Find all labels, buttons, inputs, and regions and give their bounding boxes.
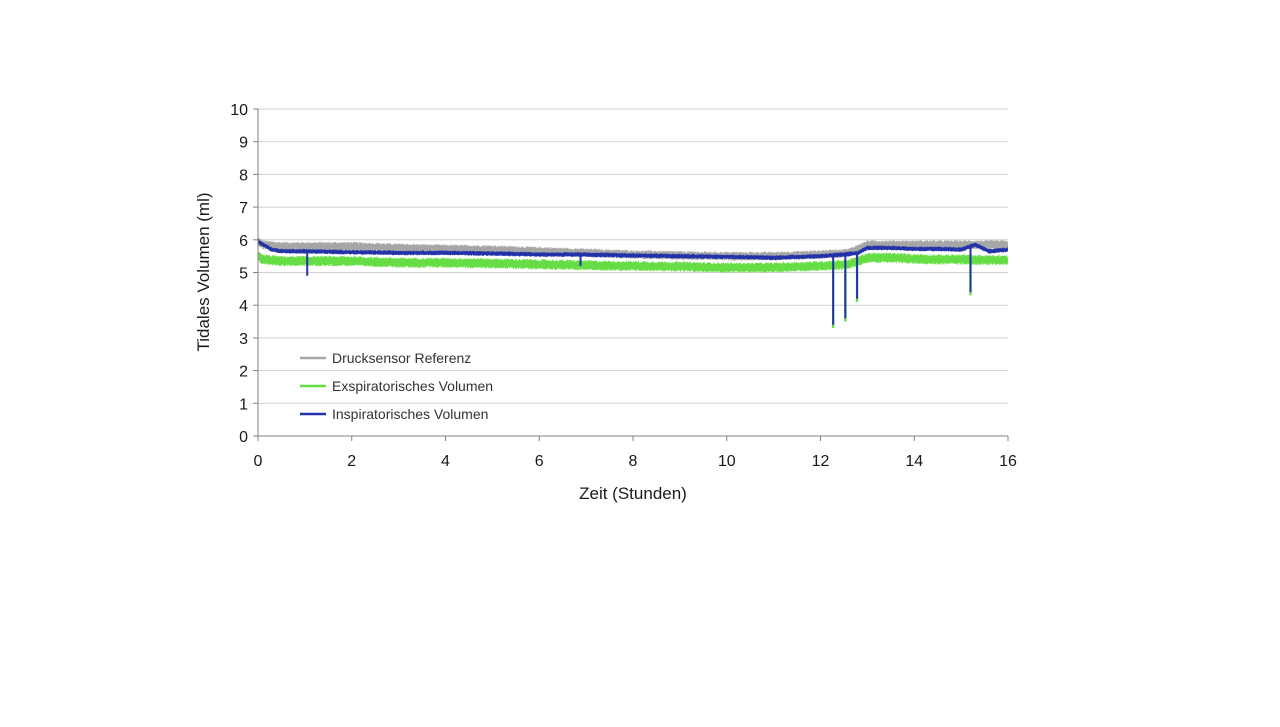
y-tick-label: 2 — [239, 364, 248, 381]
y-tick-label: 6 — [239, 233, 248, 250]
x-tick-label: 14 — [905, 453, 923, 470]
y-tick-label: 9 — [239, 135, 248, 152]
legend-item: Exspiratorisches Volumen — [300, 378, 493, 394]
x-tick-label: 0 — [254, 453, 263, 470]
legend: Drucksensor Referenz Exspiratorisches Vol… — [300, 350, 493, 422]
y-tick-label: 0 — [239, 429, 248, 446]
legend-item: Drucksensor Referenz — [300, 350, 471, 366]
y-tick-label: 4 — [239, 298, 248, 315]
legend-label: Exspiratorisches Volumen — [332, 378, 493, 394]
x-tick-label: 16 — [999, 453, 1017, 470]
y-tick-label: 8 — [239, 167, 248, 184]
y-tick-label: 10 — [230, 102, 248, 119]
legend-item: Inspiratorisches Volumen — [300, 406, 488, 422]
series-line — [257, 240, 1009, 260]
plot-series — [257, 237, 1009, 329]
legend-label: Inspiratorisches Volumen — [332, 406, 488, 422]
series-line — [257, 255, 1008, 269]
x-tick-label: 6 — [535, 453, 544, 470]
y-axis-title: Tidales Volumen (ml) — [194, 192, 213, 351]
x-tick-label: 4 — [441, 453, 450, 470]
y-tick-label: 3 — [239, 331, 248, 348]
x-tick-label: 2 — [347, 453, 356, 470]
y-tick-label: 7 — [239, 200, 248, 217]
x-tick-label: 8 — [629, 453, 638, 470]
y-tick-label: 5 — [239, 266, 248, 283]
x-axis-title: Zeit (Stunden) — [579, 484, 687, 503]
y-tick-label: 1 — [239, 396, 248, 413]
series-exspiratorisches-volumen — [257, 251, 1008, 329]
series-inspiratorisches-volumen — [257, 239, 1009, 325]
gridlines — [258, 108, 1008, 404]
x-tick-label: 10 — [718, 453, 736, 470]
x-tick-label: 12 — [812, 453, 830, 470]
legend-label: Drucksensor Referenz — [332, 350, 471, 366]
